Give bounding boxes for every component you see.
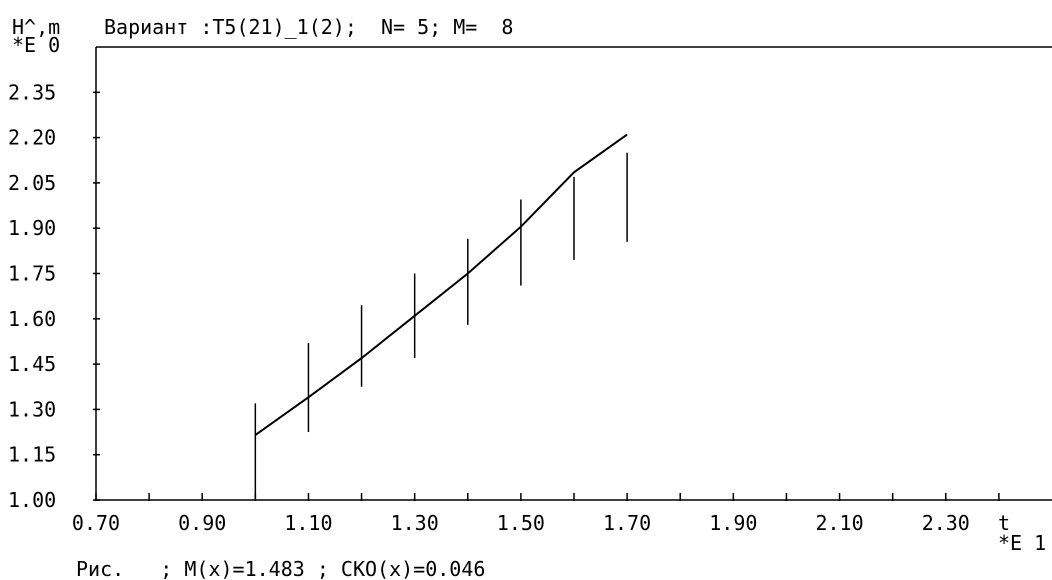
x-tick-label: 0.90 xyxy=(178,511,226,535)
y-tick-label: 1.00 xyxy=(8,488,56,512)
plot-frame xyxy=(95,46,1052,501)
footer-caption: Рис. ; M(x)=1.483 ; СКО(x)=0.046 xyxy=(76,557,485,580)
x-tick-label: 0.70 xyxy=(72,511,120,535)
y-tick-label: 1.60 xyxy=(8,307,56,331)
y-axis-exponent: *E 0 xyxy=(12,33,60,57)
x-axis-exponent: *E 1 xyxy=(998,531,1046,555)
chart-title: Вариант :T5(21)_1(2); N= 5; M= 8 xyxy=(104,15,513,39)
y-tick-label: 1.45 xyxy=(8,352,56,376)
x-tick-label: 1.30 xyxy=(391,511,439,535)
x-tick-label: 2.10 xyxy=(815,511,863,535)
series-line xyxy=(254,133,628,436)
x-axis-label: t xyxy=(998,511,1010,535)
y-tick-label: 1.75 xyxy=(8,262,56,286)
x-tick-label: 2.30 xyxy=(922,511,970,535)
y-tick-label: 2.20 xyxy=(8,126,56,150)
y-axis: 1.00 1.15 1.30 1.45 1.60 1.75 1.90 2.05 2.20 2.35 xyxy=(8,80,100,512)
y-tick-label: 2.35 xyxy=(8,80,56,104)
x-axis: 0.70 0.90 1.10 1.30 1.50 1.70 1.90 2.10 2.30 xyxy=(72,493,1000,535)
x-tick-label: 1.10 xyxy=(284,511,332,535)
y-tick-label: 1.90 xyxy=(8,216,56,240)
error-bars xyxy=(254,152,628,500)
y-tick-label: 1.15 xyxy=(8,443,56,467)
y-axis-label: H^,m xyxy=(12,15,60,39)
y-tick-label: 1.30 xyxy=(8,397,56,421)
series xyxy=(254,133,628,436)
x-tick-label: 1.90 xyxy=(709,511,757,535)
x-tick-label: 1.70 xyxy=(603,511,651,535)
x-tick-label: 1.50 xyxy=(497,511,545,535)
y-tick-label: 2.05 xyxy=(8,171,56,195)
